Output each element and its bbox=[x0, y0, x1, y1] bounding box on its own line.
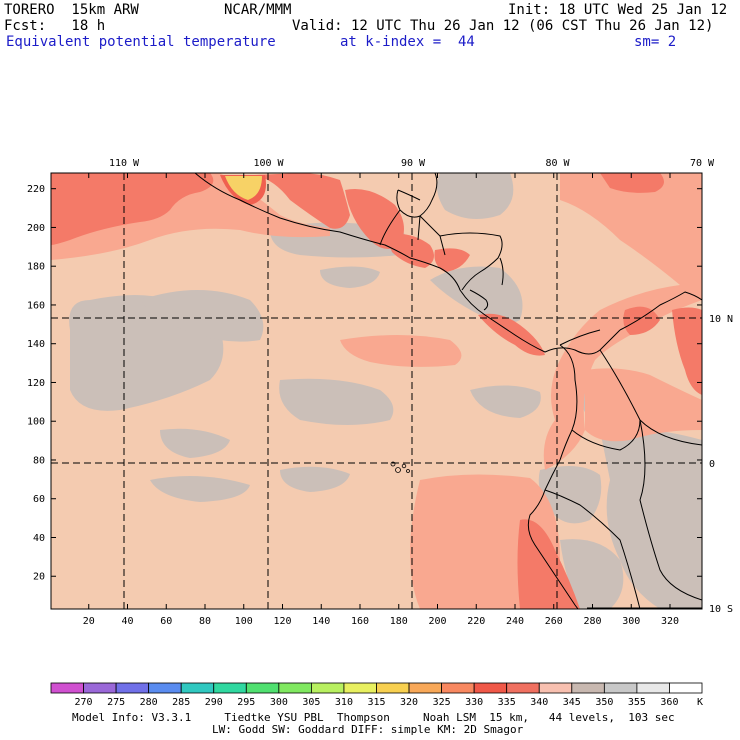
colorbar-label: 330 bbox=[465, 697, 483, 708]
x-tick-label: 200 bbox=[428, 616, 446, 627]
valid-time: Valid: 12 UTC Thu 26 Jan 12 (06 CST Thu … bbox=[292, 18, 714, 34]
y-tick-label: 40 bbox=[33, 533, 45, 544]
y-tick-label: 80 bbox=[33, 455, 45, 466]
level-label: at k-index = 44 bbox=[340, 34, 475, 50]
x-tick-label: 320 bbox=[661, 616, 679, 627]
colorbar-label: 300 bbox=[270, 697, 288, 708]
colorbar-label: 345 bbox=[563, 697, 581, 708]
colorbar-unit: K bbox=[697, 697, 703, 708]
x-tick-label: 100 bbox=[235, 616, 253, 627]
colorbar-label: 340 bbox=[530, 697, 548, 708]
map-frame bbox=[50, 172, 703, 610]
colorbar-label: 325 bbox=[433, 697, 451, 708]
init-time: Init: 18 UTC Wed 25 Jan 12 bbox=[508, 2, 728, 18]
colorbar-swatch bbox=[538, 682, 573, 694]
colorbar-swatch bbox=[278, 682, 312, 694]
colorbar-label: 275 bbox=[107, 697, 125, 708]
x-tick-label: 20 bbox=[83, 616, 95, 627]
y-tick-label: 100 bbox=[27, 417, 45, 428]
colorbar-swatch bbox=[148, 682, 182, 694]
galapagos-islands bbox=[390, 461, 410, 473]
field-name: Equivalent potential temperature bbox=[6, 34, 276, 50]
colorbar-labels: 270 275 280 285 290 295 300 305 310 315 320 325 330 3… bbox=[75, 697, 679, 708]
x-tick-label: 220 bbox=[467, 616, 485, 627]
red-regions bbox=[51, 173, 702, 609]
colorbar-swatch bbox=[213, 682, 247, 694]
longitude-label: 80 W bbox=[545, 158, 570, 169]
temperature-field bbox=[51, 173, 702, 609]
colorbar-swatch bbox=[83, 682, 117, 694]
x-tick-label: 280 bbox=[583, 616, 601, 627]
x-tick-label: 40 bbox=[121, 616, 133, 627]
colorbar-label: 305 bbox=[302, 697, 320, 708]
colorbar-swatch bbox=[506, 682, 540, 694]
colorbar-label: 350 bbox=[595, 697, 613, 708]
x-tick-label: 120 bbox=[273, 616, 291, 627]
latitude-label: 10 N bbox=[709, 314, 733, 325]
longitude-label: 90 W bbox=[401, 158, 426, 169]
y-tick-label: 220 bbox=[27, 184, 45, 195]
y-tick-label: 180 bbox=[27, 262, 45, 273]
forecast-hour: Fcst: 18 h bbox=[4, 18, 106, 34]
colorbar-label: 360 bbox=[660, 697, 678, 708]
colorbar-label: 290 bbox=[205, 697, 223, 708]
colorbar-swatch bbox=[571, 682, 605, 694]
x-tick-label: 140 bbox=[312, 616, 330, 627]
model-name: TORERO 15km ARW bbox=[4, 2, 139, 18]
y-tick-label: 140 bbox=[27, 339, 45, 350]
colorbar-swatch bbox=[376, 682, 410, 694]
x-tick-label: 180 bbox=[390, 616, 408, 627]
latitude-labels: 10 N 0 10 S bbox=[709, 314, 733, 615]
colorbar-swatch bbox=[636, 682, 670, 694]
y-tick-label: 160 bbox=[27, 300, 45, 311]
colorbar-label: 285 bbox=[172, 697, 190, 708]
x-tick-label: 160 bbox=[351, 616, 369, 627]
center-name: NCAR/MMM bbox=[224, 2, 292, 18]
colorbar-label: 355 bbox=[628, 697, 646, 708]
colorbar-label: 295 bbox=[237, 697, 255, 708]
colorbar-label: 315 bbox=[367, 697, 385, 708]
colorbar-swatch bbox=[669, 682, 703, 694]
latitude-label: 0 bbox=[709, 459, 715, 470]
colorbar-swatch bbox=[473, 682, 508, 694]
x-tick-label: 80 bbox=[199, 616, 211, 627]
longitude-label: 70 W bbox=[690, 158, 715, 169]
colorbar-swatch bbox=[343, 682, 377, 694]
colorbar-label: 280 bbox=[140, 697, 158, 708]
x-tick-label: 60 bbox=[160, 616, 172, 627]
colorbar-swatch bbox=[441, 682, 475, 694]
smoothing-label: sm= 2 bbox=[634, 34, 677, 50]
longitude-label: 110 W bbox=[109, 158, 140, 169]
colorbar-label: 310 bbox=[335, 697, 353, 708]
longitude-labels: 110 W 100 W 90 W 80 W 70 W bbox=[109, 158, 715, 169]
longitude-label: 100 W bbox=[253, 158, 284, 169]
yellow-region bbox=[225, 176, 262, 200]
x-tick-label: 240 bbox=[506, 616, 524, 627]
y-tick-label: 120 bbox=[27, 378, 45, 389]
colorbar-swatch bbox=[310, 682, 345, 694]
x-tick-label: 260 bbox=[545, 616, 563, 627]
physics-info: LW: Godd SW: Goddard DIFF: simple KM: 2D… bbox=[212, 723, 524, 736]
colorbar bbox=[50, 682, 703, 694]
colorbar-swatch bbox=[50, 682, 84, 694]
y-tick-label: 20 bbox=[33, 572, 45, 583]
y-tick-label: 60 bbox=[33, 494, 45, 505]
y-tick-label: 200 bbox=[27, 223, 45, 234]
colorbar-swatch bbox=[245, 682, 280, 694]
x-tick-label: 300 bbox=[622, 616, 640, 627]
graticule bbox=[51, 173, 702, 609]
latitude-label: 10 S bbox=[709, 604, 733, 615]
colorbar-swatch bbox=[603, 682, 638, 694]
colorbar-swatch bbox=[180, 682, 215, 694]
colorbar-label: 270 bbox=[75, 697, 93, 708]
colorbar-label: 320 bbox=[400, 697, 418, 708]
colorbar-swatch bbox=[115, 682, 150, 694]
model-info: Model Info: V3.3.1 Tiedtke YSU PBL Thomp… bbox=[72, 711, 675, 724]
colorbar-label: 335 bbox=[498, 697, 516, 708]
y-tick-labels: 20 40 60 80 100 120 140 160 180 200 220 bbox=[27, 184, 702, 583]
x-tick-labels: 20 40 60 80 100 120 140 160 180 200 220 240 260 280 30… bbox=[83, 173, 679, 627]
country-borders bbox=[417, 215, 702, 609]
colorbar-swatch bbox=[408, 682, 442, 694]
